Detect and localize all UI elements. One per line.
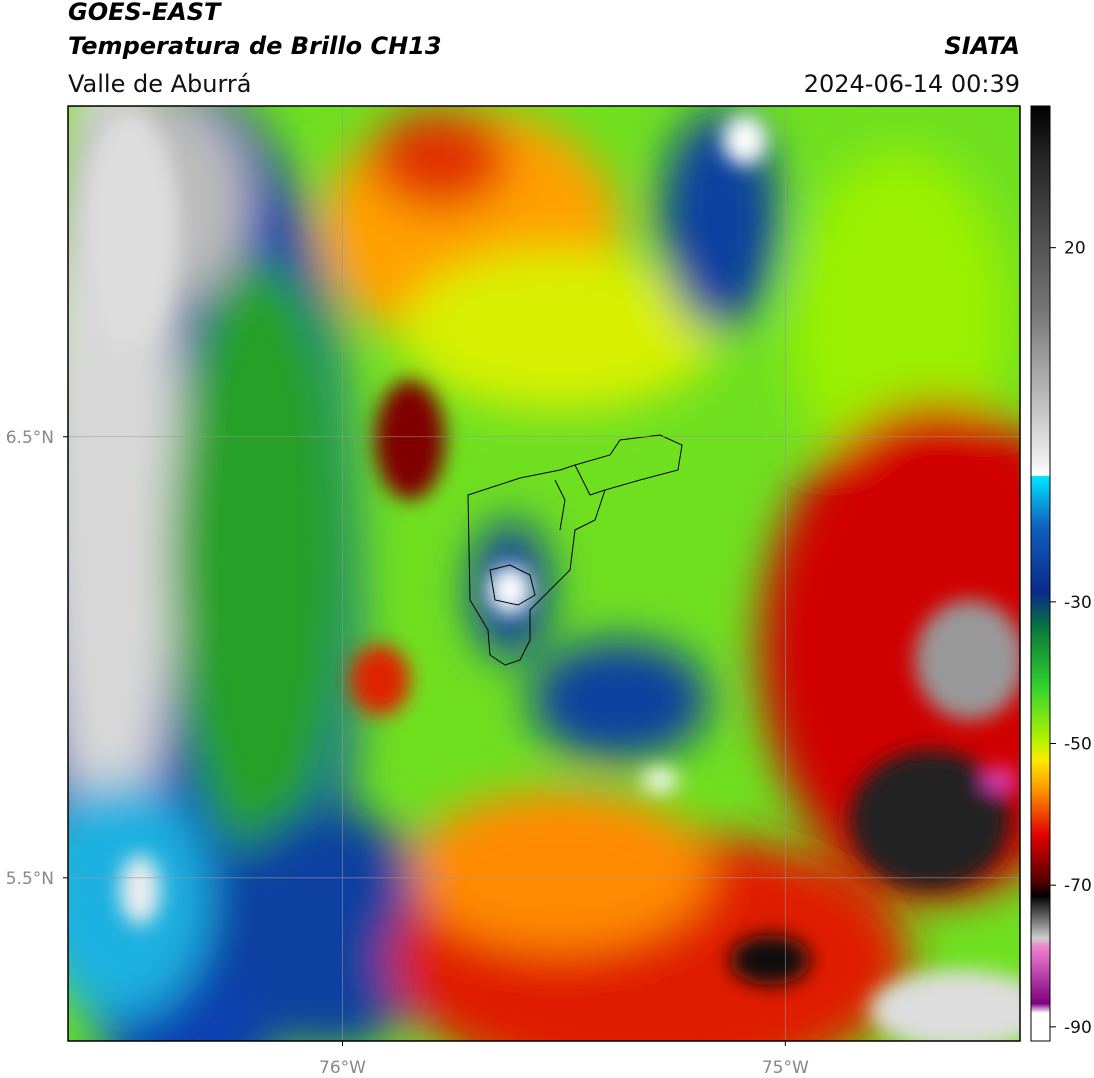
colorbar	[1030, 105, 1051, 1042]
colorbar-tick-label: -90	[1064, 1018, 1092, 1038]
colorbar-tick-label: -30	[1064, 593, 1092, 613]
graticule	[68, 106, 1020, 1041]
title: GOES-EAST	[68, 0, 222, 26]
satellite-image	[68, 106, 1020, 1041]
municipal-boundaries	[467, 434, 683, 666]
lon-tick-label: 75°W	[762, 1058, 809, 1078]
lat-tick-label: 6.5°N	[6, 428, 54, 448]
lat-tick-label: 5.5°N	[6, 869, 54, 889]
colorbar-tick-label: 20	[1064, 239, 1086, 259]
region: Valle de Aburrá	[68, 70, 252, 98]
colorbar-tick-label: -70	[1064, 876, 1092, 896]
source: SIATA	[944, 32, 1020, 60]
map-frame	[67, 105, 1021, 1042]
datetime: 2024-06-14 00:39	[804, 70, 1020, 98]
lon-tick-label: 76°W	[319, 1058, 366, 1078]
subtitle: Temperatura de Brillo CH13	[68, 32, 442, 60]
colorbar-tick-label: -50	[1064, 735, 1092, 755]
